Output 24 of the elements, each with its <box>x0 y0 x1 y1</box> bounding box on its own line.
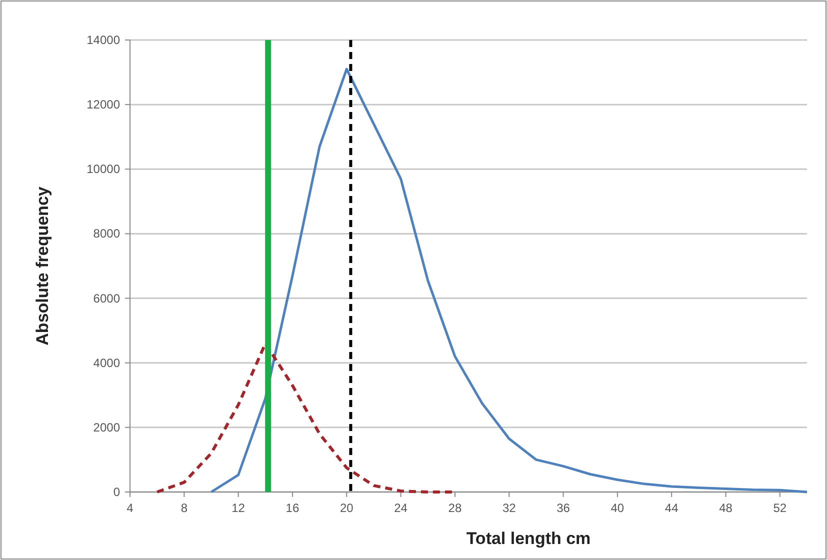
x-tick-label: 20 <box>340 501 354 515</box>
y-tick-label: 4000 <box>93 356 120 370</box>
x-axis-title: Total length cm <box>466 529 591 548</box>
x-tick-label: 44 <box>664 501 679 515</box>
y-tick-label: 6000 <box>93 291 120 306</box>
y-tick-label: 10000 <box>86 162 120 176</box>
x-tick-label: 48 <box>719 501 733 515</box>
x-tick-label: 4 <box>126 501 134 515</box>
x-tick-label: 40 <box>610 501 624 515</box>
y-tick-label: 2000 <box>93 420 120 434</box>
y-tick-label: 14000 <box>86 33 120 47</box>
y-tick-label: 12000 <box>86 98 120 112</box>
y-tick-label: 8000 <box>93 226 120 241</box>
x-tick-label: 28 <box>448 501 462 515</box>
x-tick-label: 12 <box>232 501 246 515</box>
x-tick-label: 32 <box>502 501 516 515</box>
x-tick-label: 36 <box>556 501 570 515</box>
line-series <box>210 68 808 494</box>
y-tick-label: 0 <box>113 485 120 499</box>
x-tick-label: 16 <box>286 501 300 515</box>
x-tick-label: 52 <box>773 501 787 515</box>
x-tick-label: 24 <box>394 501 408 515</box>
y-axis-title: Absolute frequency <box>33 186 52 346</box>
x-tick-label: 8 <box>180 501 188 515</box>
